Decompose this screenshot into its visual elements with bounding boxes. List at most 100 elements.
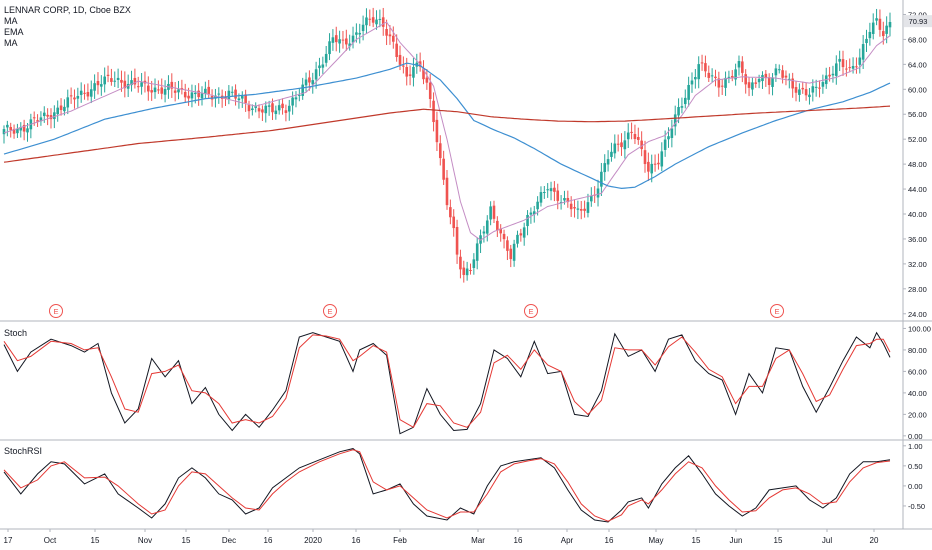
series-line-slow	[3, 105, 891, 163]
candle-up	[727, 76, 731, 78]
candle-down	[804, 89, 808, 96]
candle-down	[496, 220, 499, 231]
x-tick-label: 15	[91, 536, 100, 545]
candle-up	[254, 106, 258, 108]
candle-down	[392, 35, 395, 42]
indicator-ema[interactable]: EMA	[4, 27, 24, 37]
x-tick-label: 16	[605, 536, 614, 545]
candle-up	[851, 66, 855, 69]
candle-down	[425, 77, 429, 83]
candle-up	[79, 90, 83, 95]
candle-down	[160, 87, 164, 94]
earnings-marker[interactable]: E	[524, 304, 538, 318]
candle-up	[113, 80, 117, 82]
candle-down	[432, 100, 435, 123]
candle-down	[442, 158, 445, 180]
candle-up	[808, 94, 811, 98]
candle-up	[298, 94, 301, 96]
candle-up	[351, 35, 355, 43]
candle-up	[650, 163, 654, 174]
y-tick-label: 60.00	[908, 367, 927, 376]
osc-series-k	[3, 331, 891, 435]
candle-up	[522, 227, 526, 238]
candle-up	[237, 98, 241, 101]
candle-up	[328, 41, 331, 55]
candle-down	[69, 95, 73, 97]
candle-down	[96, 80, 100, 86]
candle-down	[569, 203, 573, 210]
candle-down	[308, 77, 311, 83]
x-tick-label: 2020	[304, 536, 322, 545]
stochrsi-title[interactable]: StochRSI	[4, 446, 43, 456]
candle-up	[687, 84, 690, 100]
candle-down	[620, 142, 623, 148]
y-tick-label: 32.00	[908, 260, 927, 269]
candle-down	[502, 233, 506, 240]
candle-up	[831, 73, 835, 76]
candle-up	[536, 201, 539, 210]
candle-up	[287, 105, 291, 112]
candle-up	[771, 77, 774, 87]
y-tick-label: 52.00	[908, 135, 927, 144]
candle-up	[355, 32, 358, 35]
candle-down	[730, 75, 734, 78]
x-tick-label: 16	[264, 536, 273, 545]
candle-down	[855, 66, 858, 68]
candle-down	[22, 124, 26, 132]
candle-up	[677, 106, 680, 116]
candle-up	[19, 127, 23, 131]
y-tick-label: 64.00	[908, 60, 927, 69]
earnings-marker-label: E	[53, 307, 58, 316]
candle-down	[187, 95, 190, 99]
candle-down	[405, 67, 409, 77]
earnings-marker-circle	[49, 304, 63, 318]
y-tick-label: 36.00	[908, 235, 927, 244]
candle-up	[663, 139, 667, 150]
y-tick-label: 60.00	[908, 85, 927, 94]
candle-down	[636, 137, 640, 140]
y-tick-label: 72.00	[908, 10, 927, 19]
candle-up	[835, 63, 838, 76]
candle-down	[744, 74, 747, 85]
candle-down	[334, 35, 338, 43]
x-tick-label: Oct	[44, 536, 57, 545]
earnings-marker[interactable]: E	[323, 304, 337, 318]
candle-up	[774, 68, 778, 76]
candle-up	[338, 39, 341, 44]
candle-up	[680, 106, 684, 108]
x-tick-label: 15	[774, 536, 783, 545]
y-tick-label: 1.00	[908, 442, 923, 451]
candle-down	[438, 143, 442, 159]
candle-down	[150, 90, 153, 93]
chart-legend: LENNAR CORP, 1D, Cboe BZX MA EMA MA	[4, 5, 131, 49]
indicator-ma-fast[interactable]: MA	[4, 16, 18, 26]
earnings-marker-circle	[323, 304, 337, 318]
candle-up	[623, 140, 627, 150]
candle-up	[673, 114, 677, 127]
candle-down	[845, 68, 848, 70]
candle-down	[469, 270, 472, 272]
x-tick-label: Apr	[561, 536, 574, 545]
indicator-ma-slow[interactable]: MA	[4, 38, 18, 48]
candle-down	[747, 82, 751, 88]
candle-down	[452, 216, 456, 229]
candle-down	[136, 86, 140, 88]
candle-down	[281, 103, 284, 109]
candle-up	[858, 57, 862, 65]
earnings-marker[interactable]: E	[770, 304, 784, 318]
stoch-title[interactable]: Stoch	[4, 328, 28, 338]
candle-up	[103, 76, 106, 85]
candle-down	[234, 89, 237, 99]
candle-up	[603, 163, 607, 173]
candle-down	[402, 65, 405, 67]
candle-up	[324, 53, 328, 63]
candle-up	[116, 77, 120, 80]
x-tick-label: Mar	[471, 536, 485, 545]
candle-up	[214, 95, 217, 99]
candle-down	[781, 70, 784, 78]
candle-down	[183, 91, 187, 98]
candle-down	[110, 78, 113, 82]
candle-down	[720, 85, 724, 87]
earnings-marker[interactable]: E	[49, 304, 63, 318]
